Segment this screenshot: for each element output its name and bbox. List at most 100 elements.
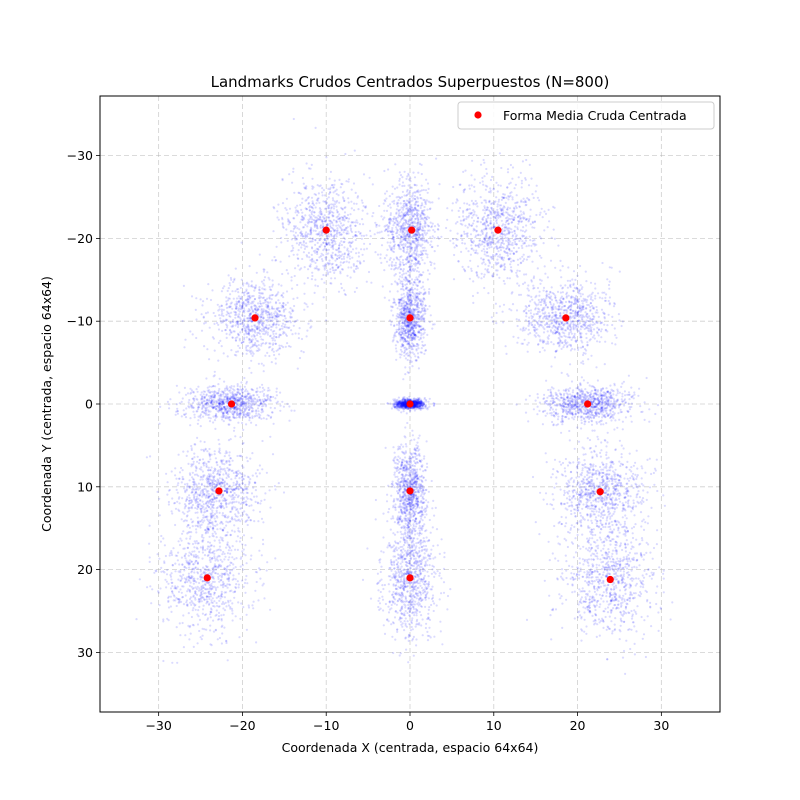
raw-point [269,319,272,322]
raw-point [304,199,307,202]
raw-point [506,186,509,189]
raw-point [321,259,324,263]
raw-point [291,244,294,247]
raw-point [412,330,416,333]
raw-point [250,345,253,348]
raw-point [530,244,533,247]
raw-point [314,238,317,241]
raw-point [533,324,537,327]
raw-point [388,319,392,322]
raw-point [291,333,294,336]
raw-point [340,282,343,285]
raw-point [310,240,313,243]
raw-point [330,233,333,236]
raw-point [314,206,317,209]
raw-point [318,218,321,221]
raw-point [286,218,290,221]
raw-point [408,255,411,258]
raw-point [278,310,281,313]
raw-point [330,221,333,224]
raw-point [285,233,288,237]
raw-point [462,191,465,194]
raw-point [323,216,326,220]
raw-point [485,233,488,236]
raw-point [311,218,314,221]
raw-point [398,322,401,325]
raw-point [292,324,295,327]
raw-point [451,202,454,205]
raw-point [529,208,532,211]
raw-point [342,257,346,260]
raw-point [497,255,500,258]
raw-point [254,284,258,287]
raw-point [351,240,354,243]
raw-point [346,249,349,252]
raw-point [310,206,313,209]
raw-point [417,260,420,263]
raw-point [332,219,335,222]
raw-point [482,258,485,261]
raw-point [272,206,275,209]
raw-point [288,311,291,314]
raw-point [335,268,338,271]
raw-point [410,195,413,198]
raw-point [399,220,402,223]
raw-point [311,240,314,243]
raw-point [486,213,490,217]
raw-point [607,283,611,287]
raw-point [368,242,372,246]
raw-point [531,226,534,229]
raw-point [346,247,349,250]
raw-point [504,201,507,204]
raw-point [484,268,487,271]
raw-point [361,253,364,256]
raw-point [410,278,414,281]
raw-point [418,263,421,266]
raw-point [526,350,529,353]
raw-point [503,229,506,232]
raw-point [463,242,466,245]
raw-point [395,317,398,320]
raw-point [563,329,567,332]
raw-point [536,267,539,270]
raw-point [240,297,243,300]
raw-point [393,202,396,205]
raw-point [385,260,389,263]
raw-point [286,342,289,345]
raw-point [516,201,519,204]
raw-point [391,261,394,264]
raw-point [342,231,345,234]
raw-point [413,195,416,198]
raw-point [288,221,291,224]
raw-point [331,257,334,260]
raw-point [213,322,216,325]
raw-point [330,263,333,266]
raw-point [504,251,507,254]
raw-point [420,189,423,192]
raw-point [416,313,419,316]
raw-point [498,246,501,249]
raw-point [315,219,318,222]
raw-point [417,367,420,370]
raw-point [399,256,402,259]
raw-point [312,202,315,205]
raw-point [390,267,393,271]
raw-point [615,336,618,339]
raw-point [333,200,336,203]
raw-point [395,323,399,326]
raw-point [433,323,436,326]
raw-point [405,293,409,296]
raw-point [299,231,302,234]
raw-point [469,253,472,256]
raw-point [246,320,250,323]
raw-point [307,202,310,205]
raw-point [270,298,273,301]
raw-point [397,236,400,239]
raw-point [262,270,265,273]
raw-point [220,290,223,293]
raw-point [411,199,414,202]
raw-point [255,344,258,347]
raw-point [403,200,406,203]
raw-point [189,417,192,420]
raw-point [344,293,347,297]
